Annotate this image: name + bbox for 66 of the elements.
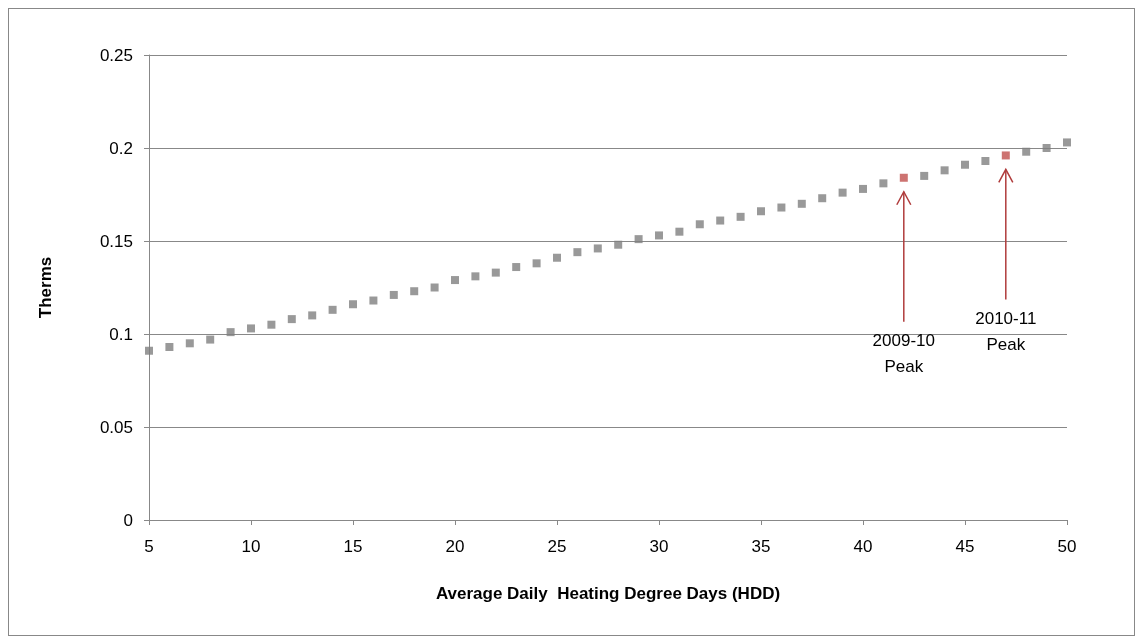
- point: [961, 160, 969, 169]
- point: [226, 328, 235, 337]
- x-tick-label: 45: [955, 537, 975, 556]
- x-tick-label: 20: [445, 537, 465, 556]
- y-tick-label: 0.15: [99, 231, 133, 251]
- x-tick-label: 35: [751, 537, 771, 556]
- point: [940, 166, 949, 175]
- x-tick-label: 15: [343, 537, 363, 556]
- point: [838, 188, 847, 197]
- point: [899, 173, 908, 182]
- point: [716, 216, 725, 225]
- x-tick-label: 50: [1057, 537, 1077, 556]
- point: [655, 231, 663, 240]
- point: [1001, 151, 1010, 160]
- point: [695, 220, 704, 229]
- y-axis-title: Therms: [36, 256, 55, 319]
- point: [471, 272, 480, 281]
- point: [185, 339, 194, 348]
- point: [614, 240, 623, 249]
- point: [267, 320, 276, 329]
- point: [328, 305, 337, 314]
- annotation: 2010-11 Peak: [975, 308, 1037, 354]
- point: [981, 157, 990, 166]
- point: [573, 248, 582, 257]
- point: [777, 203, 786, 212]
- point: [797, 199, 806, 208]
- point: [206, 335, 215, 344]
- point: [920, 171, 929, 180]
- point: [859, 184, 867, 193]
- point: [410, 287, 419, 296]
- point: [389, 290, 398, 299]
- x-tick-label: 10: [241, 537, 261, 556]
- point: [369, 296, 378, 305]
- point: [532, 259, 541, 268]
- point: [736, 212, 745, 221]
- x-tick-label: 25: [547, 537, 567, 556]
- point: [879, 179, 888, 188]
- x-tick-label: 40: [853, 537, 873, 556]
- y-tick-label: 0: [123, 510, 133, 530]
- y-tick-label: 0.25: [99, 45, 133, 65]
- point: [145, 346, 153, 355]
- x-tick-label: 30: [649, 537, 669, 556]
- point: [757, 207, 765, 216]
- annotation: 2009-10 Peak: [872, 331, 935, 377]
- point: [1022, 147, 1031, 156]
- point: [491, 268, 500, 277]
- point: [1042, 144, 1051, 152]
- point: [430, 283, 439, 292]
- point: [349, 300, 357, 309]
- point: [593, 244, 602, 253]
- y-tick-label: 0.1: [109, 324, 133, 344]
- y-tick-label: 0.2: [109, 138, 133, 158]
- point: [451, 276, 459, 285]
- x-tick-label: 5: [144, 537, 154, 556]
- point: [308, 311, 317, 320]
- y-tick-label: 0.05: [99, 417, 133, 437]
- point: [287, 315, 296, 324]
- point: [553, 253, 561, 262]
- point: [512, 263, 521, 272]
- x-axis-title: Average Daily Heating Degree Days (HDD): [435, 584, 781, 603]
- point: [165, 343, 174, 352]
- point: [247, 324, 255, 333]
- point: [675, 227, 684, 236]
- point: [818, 194, 827, 203]
- point: [634, 235, 643, 244]
- point: [1063, 138, 1071, 147]
